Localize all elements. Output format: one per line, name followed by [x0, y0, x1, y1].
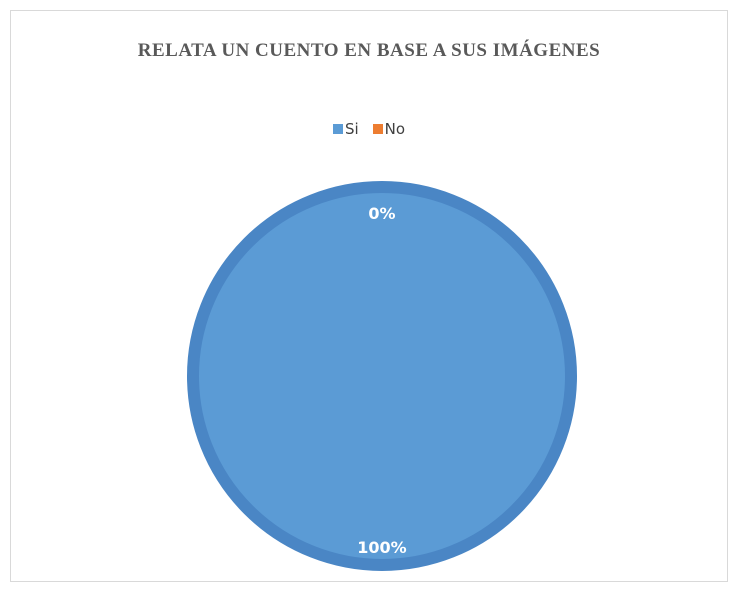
pie-slice-si	[187, 181, 577, 571]
legend-label-si: Si	[344, 120, 359, 138]
legend-swatch-no	[372, 124, 383, 134]
pie-slices	[187, 181, 577, 571]
legend-swatch-si	[332, 124, 343, 134]
data-label-no: 0%	[368, 204, 395, 223]
pie-data-labels: 100% 0%	[357, 204, 406, 557]
chart-title: RELATA UN CUENTO EN BASE A SUS IMÁGENES	[11, 39, 727, 63]
chart-title-text: RELATA UN CUENTO EN BASE A SUS IMÁGENES	[137, 40, 601, 61]
legend: Si No	[11, 120, 727, 138]
legend-label-no: No	[384, 120, 406, 138]
legend-item-no: No	[372, 120, 406, 138]
legend-item-si: Si	[332, 120, 359, 138]
data-label-si: 100%	[357, 538, 406, 557]
